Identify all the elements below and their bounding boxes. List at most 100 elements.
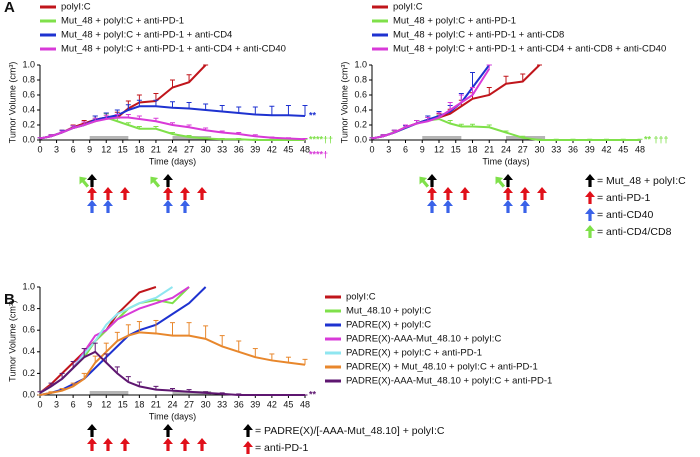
arrow-shape bbox=[87, 424, 97, 437]
x-tick-label: 36 bbox=[234, 144, 244, 154]
series-line bbox=[371, 68, 491, 140]
y-tick-label: 0.0 bbox=[22, 134, 35, 144]
error-bar bbox=[486, 64, 492, 69]
x-tick-label: 9 bbox=[87, 144, 92, 154]
x-tick-label: 45 bbox=[283, 399, 293, 409]
error-bar bbox=[486, 87, 492, 95]
error-bar bbox=[285, 105, 291, 116]
x-tick-label: 45 bbox=[283, 144, 293, 154]
annotation: ****† bbox=[309, 150, 328, 160]
treatment-arrow bbox=[427, 174, 437, 187]
arrow-shape bbox=[197, 187, 207, 200]
x-tick-label: 33 bbox=[217, 399, 227, 409]
y-tick-label: 0.4 bbox=[22, 346, 35, 356]
x-tick-label: 27 bbox=[518, 144, 528, 154]
arrow-shape bbox=[103, 438, 113, 451]
error-bar bbox=[103, 342, 109, 352]
legend-label: polyI:C bbox=[393, 2, 423, 13]
y-axis-label: Tumor Volume (cm³) bbox=[7, 62, 17, 144]
arrow-shape bbox=[180, 200, 190, 213]
treatment-arrow bbox=[163, 200, 173, 213]
legend-label: polyI:C bbox=[61, 2, 91, 13]
error-bar bbox=[81, 348, 87, 358]
arrow-shape bbox=[537, 187, 547, 200]
y-tick-label: 0.8 bbox=[354, 74, 367, 84]
error-bar bbox=[252, 348, 258, 358]
arrow-shape bbox=[503, 200, 513, 213]
arrow-shape bbox=[585, 174, 595, 187]
treatment-arrow bbox=[163, 424, 173, 437]
treatment-arrow bbox=[503, 174, 513, 187]
arrow-shape bbox=[79, 176, 90, 188]
arrow-shape bbox=[180, 187, 190, 200]
arrow-shape bbox=[520, 200, 530, 213]
error-bar bbox=[219, 335, 225, 347]
error-bar bbox=[269, 105, 275, 116]
series-line bbox=[39, 350, 305, 396]
treatment-arrow bbox=[585, 225, 595, 238]
treatment-period bbox=[172, 391, 212, 395]
legend-label: Mut_48.10 + polyI:C bbox=[346, 306, 431, 317]
x-tick-label: 18 bbox=[134, 144, 144, 154]
y-tick-label: 0.2 bbox=[354, 119, 367, 129]
treatment-arrow bbox=[87, 438, 97, 451]
arrow-shape bbox=[585, 225, 595, 238]
arrow-shape bbox=[163, 174, 173, 187]
x-tick-label: 30 bbox=[201, 144, 211, 154]
panel-label: B bbox=[4, 291, 15, 308]
x-tick-label: 21 bbox=[151, 399, 161, 409]
arrow-shape bbox=[120, 187, 130, 200]
treatment-arrow bbox=[103, 438, 113, 451]
x-tick-label: 30 bbox=[201, 399, 211, 409]
treatment-arrow bbox=[243, 424, 253, 437]
x-tick-label: 21 bbox=[484, 144, 494, 154]
x-tick-label: 27 bbox=[184, 144, 194, 154]
treatment-arrow bbox=[197, 438, 207, 451]
error-bar bbox=[153, 319, 159, 334]
arrow-shape bbox=[87, 438, 97, 451]
treatment-arrow bbox=[163, 187, 173, 200]
arrow-shape bbox=[197, 438, 207, 451]
x-tick-label: 9 bbox=[420, 144, 425, 154]
treatment-arrow bbox=[427, 200, 437, 213]
treatment-arrow bbox=[163, 438, 173, 451]
treatment-arrow bbox=[79, 176, 90, 188]
legend-label: Mut_48 + polyI:C + anti-PD-1 + anti-CD8 bbox=[393, 30, 564, 41]
x-tick-label: 42 bbox=[601, 144, 611, 154]
treatment-arrow bbox=[120, 187, 130, 200]
x-tick-label: 42 bbox=[267, 144, 277, 154]
treatment-arrow bbox=[503, 187, 513, 200]
treatment-arrow bbox=[150, 176, 161, 188]
treatment-arrow bbox=[180, 438, 190, 451]
treatment-arrow bbox=[443, 187, 453, 200]
arrow-shape bbox=[87, 187, 97, 200]
treatment-arrow bbox=[585, 191, 595, 204]
treatment-arrow bbox=[120, 438, 130, 451]
legend-label: PADRE(X) + polyI:C bbox=[346, 320, 431, 331]
annotation: ****†† bbox=[309, 134, 333, 144]
x-tick-label: 15 bbox=[118, 144, 128, 154]
treatment-arrow bbox=[585, 208, 595, 221]
treatment-legend-label: = anti-CD4/CD8 bbox=[597, 226, 672, 238]
x-tick-label: 15 bbox=[118, 399, 128, 409]
arrow-shape bbox=[87, 200, 97, 213]
treatment-arrow bbox=[427, 187, 437, 200]
treatment-legend-label: = PADRE(X)/[-AAA-Mut_48.10] + polyI:C bbox=[255, 425, 445, 437]
treatment-arrow bbox=[537, 187, 547, 200]
treatment-arrow bbox=[503, 200, 513, 213]
annotation: ** bbox=[309, 389, 317, 399]
y-axis-label: Tumor Volume (cm³) bbox=[7, 300, 17, 382]
annotation: ** bbox=[309, 110, 317, 120]
treatment-arrow bbox=[87, 174, 97, 187]
arrow-shape bbox=[243, 441, 253, 454]
legend-label: Mut_48 + polyI:C + anti-PD-1 bbox=[393, 16, 516, 27]
x-tick-label: 39 bbox=[585, 144, 595, 154]
x-tick-label: 48 bbox=[300, 399, 310, 409]
error-bar bbox=[252, 106, 258, 115]
treatment-arrow bbox=[87, 200, 97, 213]
error-bar bbox=[103, 353, 109, 363]
x-tick-label: 30 bbox=[534, 144, 544, 154]
error-bar bbox=[125, 324, 131, 336]
y-tick-label: 0.8 bbox=[22, 74, 35, 84]
